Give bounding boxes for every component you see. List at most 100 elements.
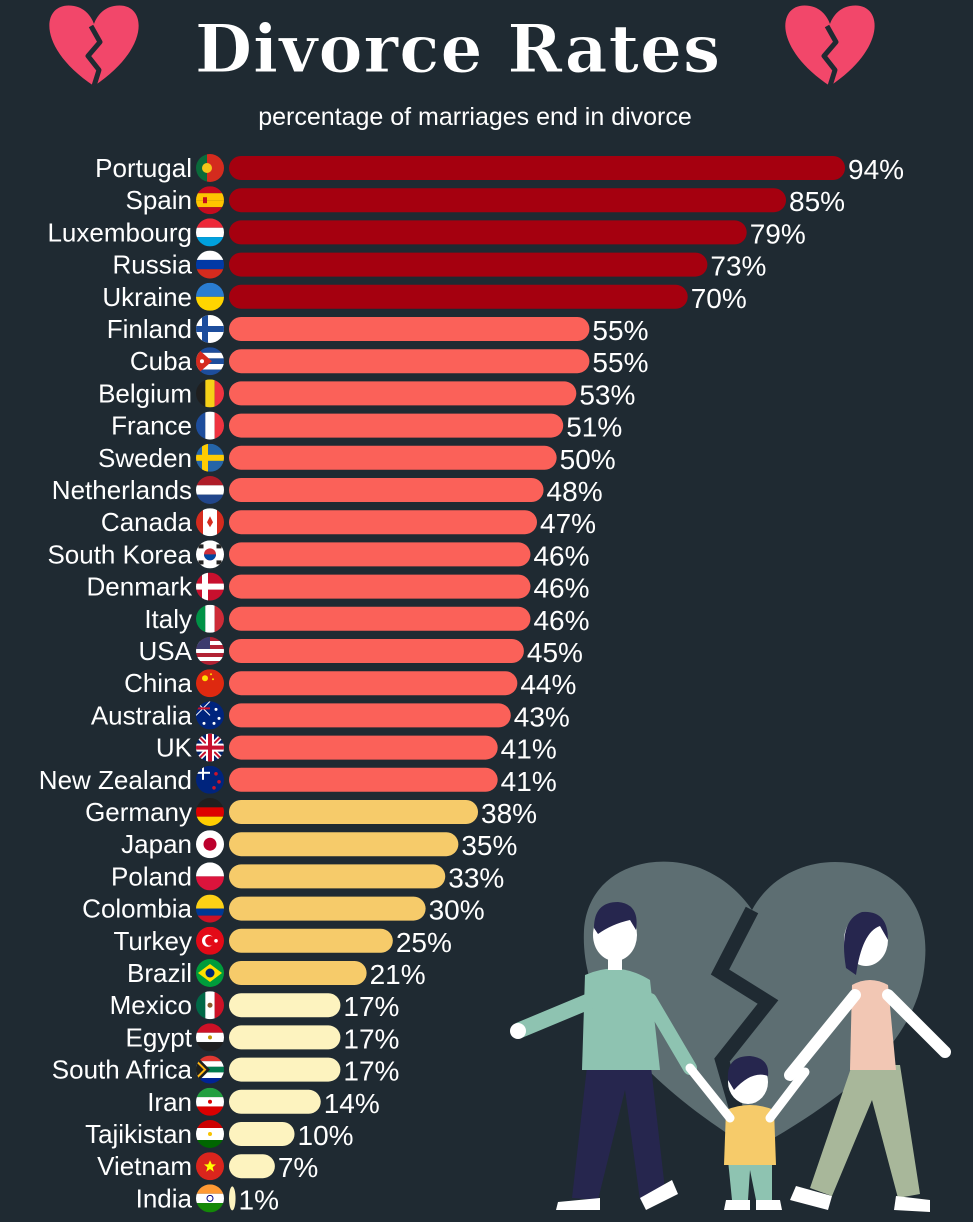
value-label: 30% — [429, 895, 485, 926]
denmark-flag-icon — [196, 572, 224, 601]
category-label: Australia — [91, 700, 193, 730]
australia-flag-icon — [196, 701, 224, 730]
value-label: 46% — [533, 540, 589, 571]
egypt-flag-icon — [196, 1023, 224, 1052]
broken-heart-icon — [785, 5, 875, 87]
category-label: Finland — [107, 314, 192, 344]
bar-row: Canada 47% — [101, 507, 596, 539]
category-label: Colombia — [82, 894, 192, 924]
value-label: 14% — [324, 1088, 380, 1119]
bar-row: New Zealand 41% — [39, 765, 557, 797]
bar-row: Colombia 30% — [82, 894, 484, 926]
value-label: 94% — [848, 154, 904, 185]
bar — [229, 1057, 341, 1082]
bar — [229, 896, 426, 921]
value-label: 21% — [370, 959, 426, 990]
bar — [229, 639, 524, 663]
header: Divorce Rates percentage of marriages en… — [49, 5, 875, 131]
value-label: 85% — [789, 186, 845, 217]
category-label: Turkey — [114, 926, 193, 956]
bar — [229, 606, 531, 631]
category-label: South Africa — [52, 1055, 193, 1085]
value-label: 17% — [343, 991, 399, 1022]
category-label: Poland — [111, 861, 192, 891]
bar — [229, 478, 544, 502]
bar-row: Ukraine 70% — [102, 282, 746, 314]
japan-flag-icon — [196, 830, 224, 859]
spain-flag-icon — [196, 186, 224, 215]
bar — [229, 671, 518, 696]
bar — [229, 542, 531, 567]
bar — [229, 317, 590, 341]
bar-rows: Portugal 94% Spain 85% Luxembourg 79% Russia 73… — [39, 153, 904, 1215]
chart-subtitle: percentage of marriages end in divorce — [258, 103, 692, 131]
category-label: Brazil — [127, 958, 192, 988]
france-flag-icon — [196, 411, 224, 440]
bar — [229, 1154, 275, 1179]
uk-flag-icon — [196, 733, 224, 762]
bar-row: UK 41% — [156, 733, 557, 765]
category-label: Cuba — [130, 346, 193, 376]
value-label: 47% — [540, 508, 596, 539]
separating-family-illustration — [510, 861, 951, 1212]
bar-row: USA 45% — [139, 636, 583, 668]
bar — [229, 156, 845, 180]
value-label: 35% — [461, 830, 517, 861]
cuba-flag-icon — [196, 347, 224, 376]
bar — [229, 349, 590, 374]
bar-row: Brazil 21% — [127, 958, 426, 990]
category-label: Spain — [126, 185, 193, 215]
bar-row: Denmark 46% — [87, 572, 590, 604]
value-label: 45% — [527, 637, 583, 668]
value-label: 51% — [566, 412, 622, 443]
bar — [229, 445, 557, 470]
category-label: UK — [156, 733, 193, 763]
category-label: Sweden — [98, 443, 192, 473]
category-label: Tajikistan — [85, 1119, 192, 1149]
value-label: 55% — [592, 347, 648, 378]
bar — [229, 574, 531, 599]
bar-row: Sweden 50% — [98, 443, 616, 475]
broken-heart-icon — [49, 5, 139, 87]
chart-title: Divorce Rates — [195, 10, 721, 88]
bar-row: China 44% — [124, 668, 576, 700]
tajikistan-flag-icon — [196, 1120, 224, 1148]
bar-row: Finland 55% — [107, 314, 649, 346]
child-figure — [685, 1056, 810, 1210]
bar — [229, 252, 708, 277]
russia-flag-icon — [196, 250, 224, 279]
value-label: 70% — [691, 283, 747, 314]
bar — [229, 1186, 236, 1211]
ukraine-flag-icon — [196, 282, 224, 311]
germany-flag-icon — [196, 798, 224, 826]
bar — [229, 928, 393, 953]
value-label: 46% — [533, 573, 589, 604]
turkey-flag-icon — [196, 926, 224, 955]
usa-flag-icon — [196, 637, 224, 665]
bar-row: Vietnam 7% — [97, 1151, 318, 1183]
mexico-flag-icon — [196, 991, 224, 1020]
bar — [229, 1122, 295, 1146]
category-label: Ukraine — [102, 282, 192, 312]
poland-flag-icon — [196, 862, 224, 891]
portugal-flag-icon — [196, 154, 224, 182]
man-figure — [510, 902, 697, 1210]
category-label: India — [136, 1183, 193, 1213]
belgium-flag-icon — [196, 379, 224, 408]
bar-row: India 1% — [136, 1183, 279, 1215]
bar-row: Luxembourg 79% — [47, 217, 805, 249]
category-label: Canada — [101, 507, 193, 537]
bar — [229, 800, 479, 824]
category-label: Mexico — [110, 990, 192, 1020]
value-label: 48% — [547, 476, 603, 507]
bar-row: Netherlands 48% — [52, 475, 603, 507]
bar-row: Italy 46% — [144, 604, 589, 636]
category-label: Netherlands — [52, 475, 192, 505]
china-flag-icon — [196, 669, 224, 698]
value-label: 79% — [750, 218, 806, 249]
value-label: 46% — [533, 605, 589, 636]
category-label: Denmark — [87, 572, 193, 602]
bar-row: Spain 85% — [126, 185, 846, 217]
value-label: 50% — [560, 444, 616, 475]
